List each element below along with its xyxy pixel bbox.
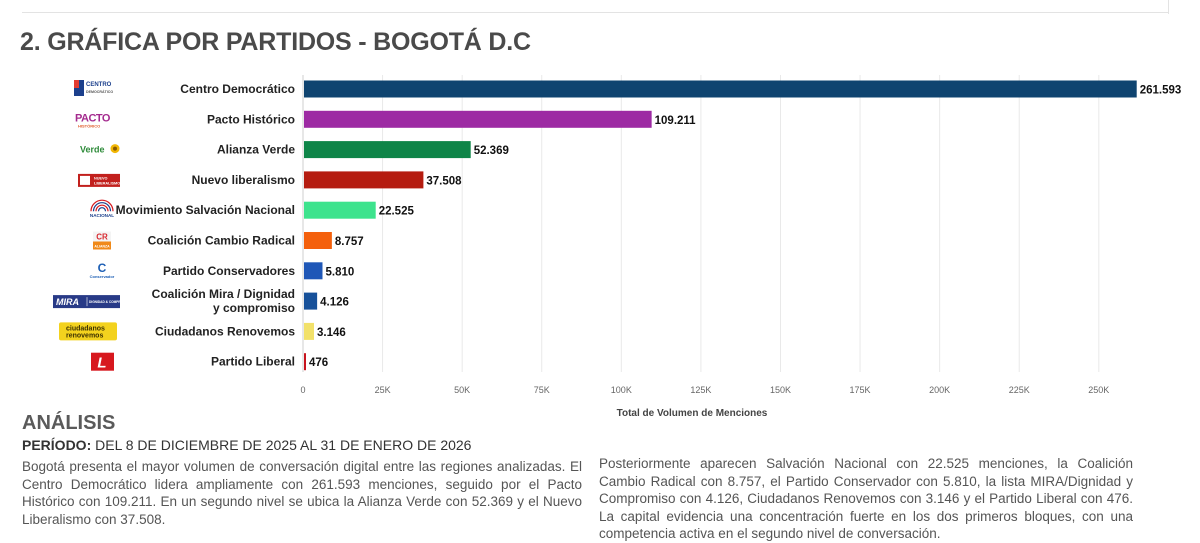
svg-text:CR: CR	[96, 233, 108, 242]
x-tick-label: 200K	[929, 385, 950, 395]
svg-text:NUEVO: NUEVO	[94, 176, 108, 180]
svg-text:DIGNIDAD & COMPROMISO: DIGNIDAD & COMPROMISO	[89, 300, 132, 304]
bar	[304, 322, 315, 340]
bar-value-label: 4.126	[320, 297, 349, 309]
svg-text:NACIONAL: NACIONAL	[90, 213, 114, 218]
category-label: Movimiento Salvación Nacional	[116, 203, 295, 217]
analysis-period: PERÍODO: DEL 8 DE DICIEMBRE DE 2025 AL 3…	[22, 437, 471, 453]
category-label: Centro Democrático	[180, 82, 295, 96]
bar-value-label: 476	[309, 357, 328, 369]
analysis-paragraph-right: Posteriormente aparecen Salvación Nacion…	[599, 456, 1133, 541]
x-tick-label: 100K	[611, 385, 632, 395]
analysis-paragraph-left: Bogotá presenta el mayor volumen de conv…	[22, 459, 582, 527]
category-label: Coalición Mira / Dignidad y compromiso	[152, 287, 295, 315]
svg-text:C: C	[98, 261, 107, 275]
period-label: PERÍODO:	[22, 437, 92, 453]
bar	[304, 80, 1137, 98]
right-divider	[1168, 0, 1169, 14]
bar	[304, 353, 306, 371]
bar-value-label: 5.810	[325, 266, 354, 278]
bar	[304, 262, 323, 280]
x-axis-title: Total de Volumen de Menciones	[617, 408, 768, 419]
svg-text:Conservador: Conservador	[90, 274, 115, 279]
period-value: DEL 8 DE DICIEMBRE DE 2025 AL 31 DE ENER…	[91, 437, 472, 453]
bar-value-label: 52.369	[474, 145, 509, 157]
x-tick-label: 225K	[1009, 385, 1030, 395]
mira-dignidad-logo: MIRA DIGNIDAD & COMPROMISO	[53, 295, 132, 309]
partido-liberal-logo: L	[91, 352, 114, 372]
bar	[304, 110, 652, 128]
bar-value-label: 3.146	[317, 327, 346, 339]
bar-value-label: 22.525	[379, 206, 415, 218]
category-label: Coalición Cambio Radical	[148, 234, 295, 248]
analysis-heading: ANÁLISIS	[22, 412, 116, 434]
svg-text:Verde: Verde	[80, 145, 105, 155]
party-mentions-bar-chart: 0 25K 50K 75K 100K 125K 150K 175K 200K 225K 250K To…	[53, 75, 1182, 419]
bar	[304, 141, 471, 159]
svg-text:DEMOCRÁTICO: DEMOCRÁTICO	[86, 89, 113, 94]
x-tick-label: 250K	[1088, 385, 1109, 395]
x-tick-label: 175K	[850, 385, 871, 395]
svg-text:ciudadanos: ciudadanos	[66, 325, 105, 332]
bar	[304, 292, 318, 310]
x-tick-label: 125K	[690, 385, 711, 395]
svg-text:PACTO: PACTO	[75, 112, 111, 124]
x-tick-label: 25K	[375, 385, 391, 395]
svg-text:HISTÓRICO: HISTÓRICO	[78, 123, 100, 128]
svg-text:L: L	[97, 355, 106, 372]
cambio-radical-logo: CR ALIANZA	[93, 231, 111, 250]
bar	[304, 171, 424, 189]
svg-text:LIBERALISMO: LIBERALISMO	[94, 181, 120, 185]
salvacion-nacional-logo: NACIONAL	[90, 199, 114, 218]
category-label: Partido Liberal	[211, 355, 295, 369]
category-label: Ciudadanos Renovemos	[155, 324, 295, 338]
x-tick-label: 0	[300, 385, 305, 395]
top-divider	[22, 12, 1168, 13]
x-tick-label: 150K	[770, 385, 791, 395]
bar-value-label: 8.757	[335, 236, 364, 248]
page-title: 2. GRÁFICA POR PARTIDOS - BOGOTÁ D.C	[20, 28, 531, 56]
x-tick-label: 75K	[534, 385, 550, 395]
bar-value-label: 109.211	[655, 115, 697, 127]
bar-value-label: 261.593	[1140, 85, 1182, 97]
bar-value-label: 37.508	[426, 175, 462, 187]
bar	[304, 201, 376, 219]
x-tick-label: 50K	[454, 385, 470, 395]
category-label: Pacto Histórico	[207, 112, 295, 126]
svg-text:ALIANZA: ALIANZA	[94, 245, 110, 249]
category-label: Alianza Verde	[217, 143, 295, 157]
category-label: Nuevo liberalismo	[192, 173, 295, 187]
category-label: Partido Conservadores	[163, 264, 295, 278]
alianza-verde-logo: Verde	[80, 144, 120, 155]
bar	[304, 232, 332, 249]
svg-text:MIRA: MIRA	[56, 297, 79, 307]
svg-text:renovemos: renovemos	[66, 332, 103, 339]
svg-text:CENTRO: CENTRO	[86, 82, 112, 88]
